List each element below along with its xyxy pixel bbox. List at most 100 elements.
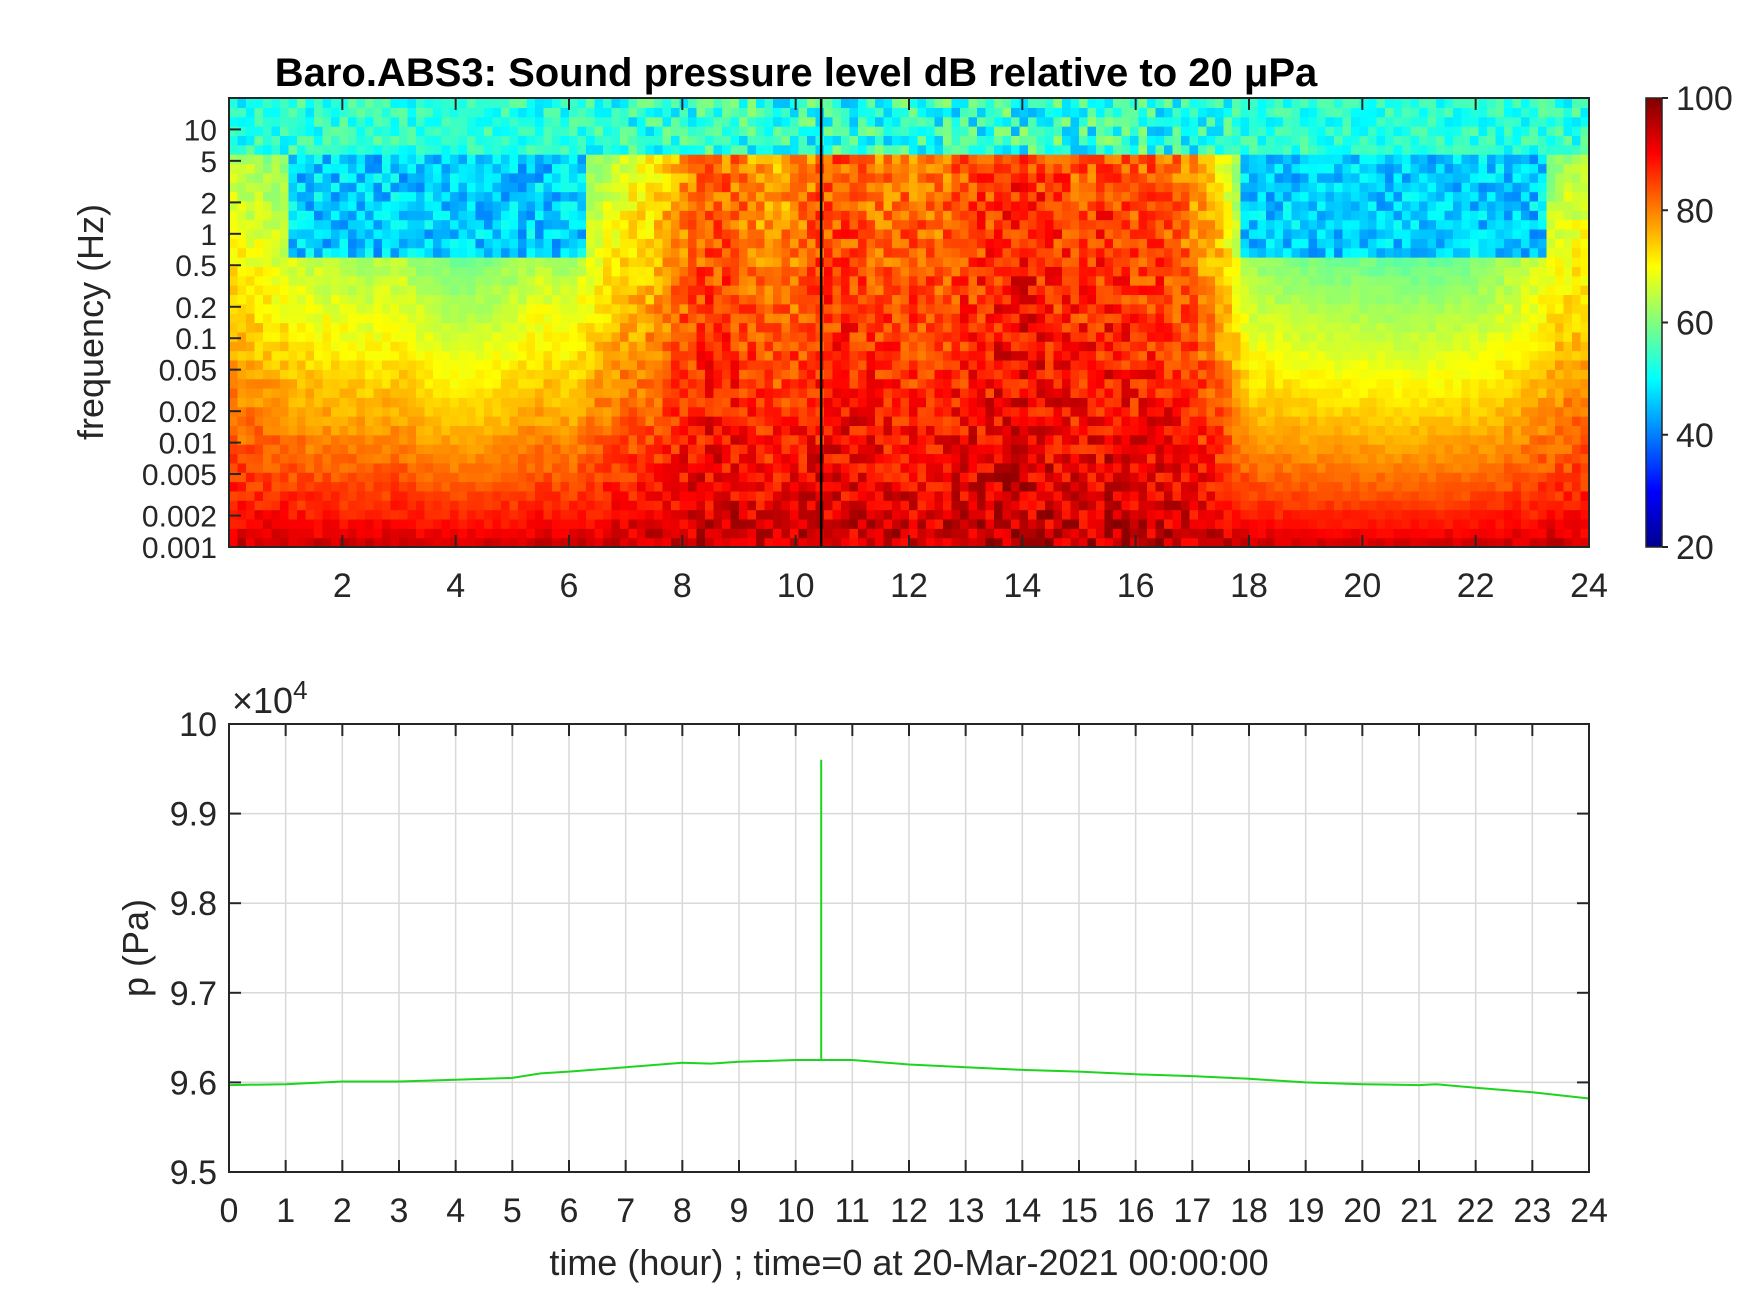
spectrogram-cell bbox=[909, 135, 919, 146]
spectrogram-cell bbox=[1045, 172, 1055, 183]
spectrogram-cell bbox=[594, 126, 604, 137]
spectrogram-cell bbox=[1104, 387, 1114, 398]
spectrogram-cell bbox=[280, 528, 290, 539]
spectrogram-cell bbox=[688, 490, 698, 501]
spectrogram-cell bbox=[339, 266, 349, 277]
spectrogram-cell bbox=[1028, 266, 1038, 277]
spectrogram-cell bbox=[586, 107, 596, 118]
spectrogram-cell bbox=[254, 387, 264, 398]
spectrogram-cell bbox=[611, 434, 621, 445]
spectrogram-cell bbox=[569, 378, 579, 389]
spectrogram-cell bbox=[662, 154, 672, 165]
spectrogram-cell bbox=[611, 285, 621, 296]
spectrogram-cell bbox=[501, 200, 511, 211]
spectrogram-cell bbox=[271, 144, 281, 155]
spectrogram-cell bbox=[671, 434, 681, 445]
spectrogram-cell bbox=[1002, 144, 1012, 155]
spectrogram-cell bbox=[373, 275, 383, 286]
spectrogram-cell bbox=[484, 425, 494, 436]
spectrogram-cell bbox=[526, 144, 536, 155]
spectrogram-cell bbox=[314, 210, 324, 221]
spectrogram-cell bbox=[1079, 266, 1089, 277]
spectrogram-cell bbox=[688, 518, 698, 529]
spectrogram-cell bbox=[322, 116, 332, 127]
spectrogram-cell bbox=[747, 369, 757, 380]
spectrogram-cell bbox=[543, 434, 553, 445]
spectrogram-cell bbox=[501, 406, 511, 417]
spectrogram-cell bbox=[424, 219, 434, 230]
spectrogram-cell bbox=[484, 313, 494, 324]
spectrogram-cell bbox=[756, 144, 766, 155]
spectrogram-cell bbox=[586, 238, 596, 249]
spectrogram-cell bbox=[679, 406, 689, 417]
spectrogram-cell bbox=[1045, 322, 1055, 333]
spectrogram-cell bbox=[1036, 285, 1046, 296]
spectrogram-cell bbox=[798, 200, 808, 211]
spectrogram-cell bbox=[331, 387, 341, 398]
spectrogram-cell bbox=[637, 200, 647, 211]
spectrogram-cell bbox=[696, 313, 706, 324]
spectrogram-cell bbox=[1011, 219, 1021, 230]
spectrogram-cell bbox=[382, 462, 392, 473]
spectrogram-cell bbox=[1002, 107, 1012, 118]
spectrogram-cell bbox=[569, 238, 579, 249]
spectrogram-cell bbox=[467, 472, 477, 483]
spectrogram-cell bbox=[781, 285, 791, 296]
spectrogram-cell bbox=[764, 313, 774, 324]
spectrogram-cell bbox=[645, 490, 655, 501]
spectrogram-cell bbox=[866, 313, 876, 324]
spectrogram-cell bbox=[832, 182, 842, 193]
spectrogram-cell bbox=[441, 387, 451, 398]
spectrogram-cell bbox=[900, 210, 910, 221]
spectrogram-cell bbox=[688, 350, 698, 361]
spectrogram-cell bbox=[662, 378, 672, 389]
spectrogram-cell bbox=[1104, 490, 1114, 501]
spectrogram-cell bbox=[271, 341, 281, 352]
spectrogram-cell bbox=[416, 462, 426, 473]
spectrogram-cell bbox=[807, 98, 817, 108]
spectrogram-cell bbox=[824, 331, 834, 342]
spectrogram-cell bbox=[509, 200, 519, 211]
spectrogram-cell bbox=[654, 182, 664, 193]
spectrogram-cell bbox=[841, 537, 851, 548]
spectrogram-cell bbox=[798, 107, 808, 118]
spectrogram-cell bbox=[654, 341, 664, 352]
spectrogram-cell bbox=[1096, 285, 1106, 296]
spectrogram-cell bbox=[1045, 444, 1055, 455]
spectrogram-cell bbox=[722, 219, 732, 230]
spectrogram-cell bbox=[1104, 191, 1114, 202]
spectrogram-cell bbox=[798, 210, 808, 221]
spectrogram-cell bbox=[424, 126, 434, 137]
spectrogram-cell bbox=[662, 481, 672, 492]
spectrogram-cell bbox=[288, 163, 298, 174]
spectrogram-cell bbox=[747, 107, 757, 118]
spectrogram-cell bbox=[543, 303, 553, 314]
spectrogram-cell bbox=[798, 350, 808, 361]
spectrogram-cell bbox=[637, 247, 647, 258]
spectrogram-cell bbox=[271, 537, 281, 548]
spectrogram-cell bbox=[722, 359, 732, 370]
spectrogram-cell bbox=[509, 154, 519, 165]
spectrogram-cell bbox=[1002, 182, 1012, 193]
spectrogram-cell bbox=[926, 228, 936, 239]
spectrogram-cell bbox=[773, 182, 783, 193]
spectrogram-cell bbox=[637, 500, 647, 511]
spectrogram-cell bbox=[722, 490, 732, 501]
spectrogram-cell bbox=[229, 537, 239, 548]
spectrogram-cell bbox=[288, 434, 298, 445]
spectrogram-cell bbox=[356, 416, 366, 426]
spectrogram-cell bbox=[790, 322, 800, 333]
spectrogram-cell bbox=[365, 154, 375, 165]
spectrogram-cell bbox=[280, 200, 290, 211]
spectrogram-cell bbox=[263, 481, 273, 492]
spectrogram-cell bbox=[314, 228, 324, 239]
spectrogram-cell bbox=[875, 144, 885, 155]
spectrogram-cell bbox=[798, 528, 808, 539]
spectrogram-cell bbox=[943, 444, 953, 455]
spectrogram-cell bbox=[484, 397, 494, 408]
spectrogram-cell bbox=[1002, 387, 1012, 398]
spectrogram-cell bbox=[450, 518, 460, 529]
spectrogram-cell bbox=[807, 481, 817, 492]
spectrogram-cell bbox=[297, 518, 307, 529]
spectrogram-cell bbox=[883, 537, 893, 548]
